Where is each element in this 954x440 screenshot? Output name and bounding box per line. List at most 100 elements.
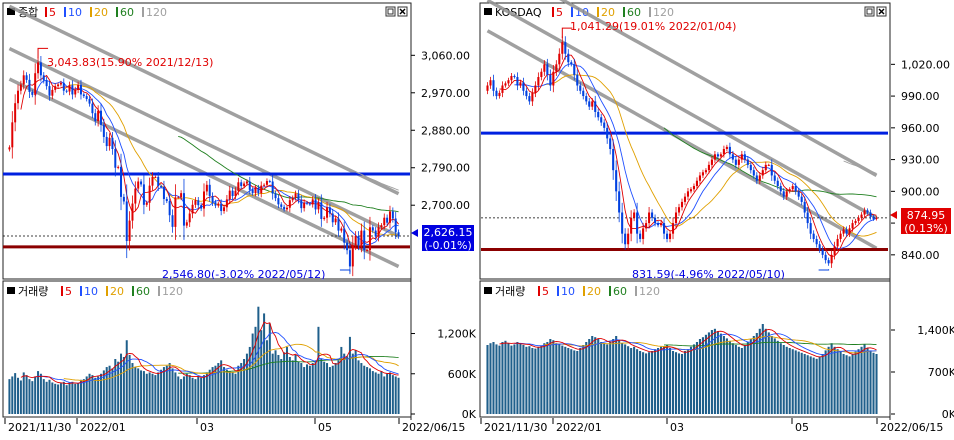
kospi-candle [265, 181, 268, 185]
kospi-candle [22, 75, 25, 85]
kospi-volume-bar [142, 371, 145, 414]
legend-swatch [64, 7, 66, 17]
kospi-price-axis: 3,060.00 2,970.00 2,880.00 2,790.00 2,700.00 [411, 49, 470, 212]
kospi-volume-bar [28, 379, 31, 414]
kospi-volume-bar [137, 368, 140, 414]
kospi-candle [354, 236, 357, 246]
kosdaq-ma120-line [843, 160, 877, 174]
kosdaq-candle [800, 196, 803, 202]
kospi-candle [79, 84, 82, 95]
kospi-volume-bar [177, 376, 180, 414]
kospi-volume-bar [306, 364, 309, 414]
kospi-candle [311, 199, 314, 205]
legend-ma-label: 20 [94, 6, 108, 19]
kospi-candle [28, 79, 31, 92]
kosdaq-candle [558, 53, 561, 65]
kosdaq-close-button[interactable] [876, 6, 887, 17]
kosdaq-volume-bar [701, 337, 704, 414]
kosdaq-maximize-button[interactable] [864, 6, 875, 17]
kospi-candle [157, 176, 160, 187]
kosdaq-candle [815, 238, 818, 245]
kosdaq-candle [668, 233, 672, 239]
kosdaq-candle [791, 186, 794, 190]
legend-ma-label: 60 [120, 6, 134, 19]
kosdaq-candle [851, 223, 854, 229]
kospi-volume-bar [303, 367, 306, 414]
kosdaq-time-tick-label: 05 [795, 421, 809, 434]
kospi-volume-bar [263, 313, 266, 414]
kospi-ma60-line [178, 135, 399, 213]
kospi-volume-bar [231, 372, 234, 414]
kospi-candle [371, 227, 374, 231]
kosdaq-candle [704, 170, 707, 173]
kospi-time-tick-label: 2022/01 [80, 421, 126, 434]
legend-swatch [571, 7, 573, 17]
kosdaq-volume-bar [806, 355, 809, 414]
kosdaq-candle [603, 122, 606, 128]
kospi-volume-bar [366, 367, 369, 414]
legend-swatch [552, 7, 554, 17]
kosdaq-volume-bar [722, 336, 725, 414]
kospi-candle [99, 110, 102, 125]
kospi-candle [331, 213, 334, 223]
kosdaq-candle [848, 228, 851, 234]
kospi-volume-bar [168, 363, 171, 414]
kospi-candle [243, 183, 246, 187]
kospi-volume-bar [34, 376, 37, 414]
kosdaq-volume-bar [704, 334, 707, 414]
kosdaq-price-tick-label: 1,020.00 [901, 58, 950, 71]
kospi-candle [185, 222, 188, 226]
kosdaq-candle [863, 210, 866, 215]
kosdaq-volume-bar [842, 354, 845, 414]
kospi-maximize-button[interactable] [385, 6, 396, 17]
kospi-candle [51, 89, 54, 96]
kospi-low-annotation: 2,546.80(-3.02% 2022/05/12) [162, 268, 325, 281]
kosdaq-volume-bar [597, 339, 600, 414]
kosdaq-volume-bar [636, 349, 639, 414]
kospi-candle [260, 185, 263, 194]
kosdaq-candle [695, 180, 699, 187]
legend-swatch [583, 286, 585, 296]
kospi-volume-bar [323, 361, 326, 414]
kosdaq-candle [588, 101, 591, 107]
kosdaq-time-tick-label: 2022/01 [556, 421, 602, 434]
kosdaq-price-plot [481, 0, 888, 271]
kospi-candle [368, 227, 371, 251]
kospi-volume-bar [19, 380, 22, 414]
kosdaq-high-annotation: 1,041.29(19.01% 2022/01/04) [570, 20, 736, 33]
kospi-close-button[interactable] [397, 6, 408, 17]
kosdaq-candle [797, 191, 800, 197]
kospi-volume-bar [74, 383, 77, 414]
kospi-candle [257, 188, 260, 194]
kosdaq-volume-bar [540, 345, 543, 414]
kospi-candle [383, 217, 386, 226]
kosdaq-volume-bar [851, 354, 854, 414]
kospi-volume-bar [128, 354, 131, 414]
kosdaq-volume-bar [695, 342, 699, 414]
kosdaq-volume-bar [848, 356, 851, 414]
kosdaq-candle [764, 164, 767, 171]
kospi-candle [180, 193, 183, 198]
kosdaq-trend-channel-line [486, 29, 878, 250]
kosdaq-volume-bar [657, 348, 660, 414]
kosdaq-volume-ma5-line [499, 328, 877, 358]
kospi-volume-bar [197, 376, 200, 414]
kospi-candle [363, 230, 366, 251]
legend-ma-label: 120 [653, 6, 674, 19]
kosdaq-candle [525, 90, 528, 97]
kosdaq-volume-bar [612, 339, 615, 414]
kospi-candle [254, 188, 257, 194]
kospi-volume-bar [346, 356, 349, 414]
kosdaq-volume-bar [525, 346, 528, 414]
kosdaq-volume-bar [516, 342, 519, 414]
kosdaq-volume-bar [621, 343, 624, 414]
kospi-candle [59, 82, 62, 85]
kospi-volume-bar [328, 367, 331, 414]
kosdaq-volume-bar [671, 351, 675, 414]
kospi-ma-legend: 5 10 20 60 120 [45, 6, 167, 19]
kosdaq-candle [722, 149, 725, 155]
kosdaq-volume-bar [869, 350, 872, 414]
kosdaq-price-tick-label: 960.00 [901, 122, 940, 135]
